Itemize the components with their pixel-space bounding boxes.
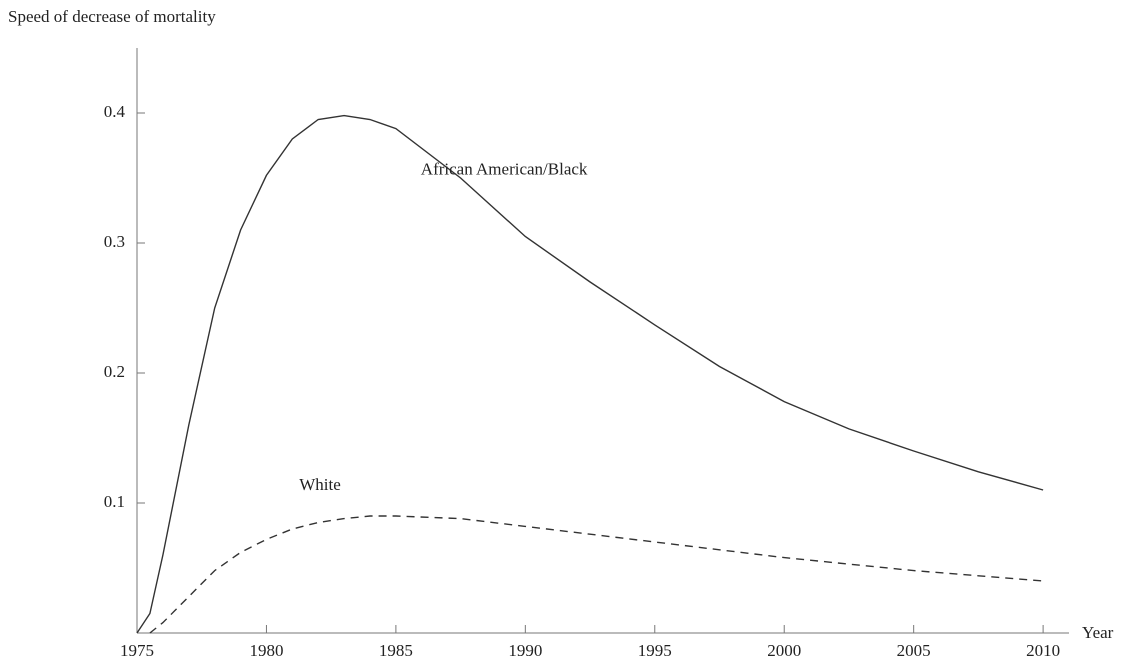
series-line [149, 515, 1044, 634]
x-tick-label: 1975 [120, 641, 154, 660]
y-tick-label: 0.2 [104, 362, 125, 381]
y-tick-label: 0.4 [104, 102, 126, 121]
x-tick-label: 2000 [767, 641, 801, 660]
x-tick-label: 1980 [249, 641, 283, 660]
series-label: African American/Black [421, 160, 588, 179]
x-tick-label: 1990 [508, 641, 542, 660]
y-axis-label: Speed of decrease of mortality [8, 7, 216, 26]
x-axis-label: Year [1082, 623, 1114, 642]
y-tick-label: 0.1 [104, 492, 125, 511]
series-label: White [299, 475, 341, 494]
series-line [136, 114, 1044, 634]
x-tick-label: 1995 [638, 641, 672, 660]
y-tick-label: 0.3 [104, 232, 125, 251]
x-tick-label: 2005 [897, 641, 931, 660]
x-tick-label: 1985 [379, 641, 413, 660]
x-tick-label: 2010 [1026, 641, 1060, 660]
